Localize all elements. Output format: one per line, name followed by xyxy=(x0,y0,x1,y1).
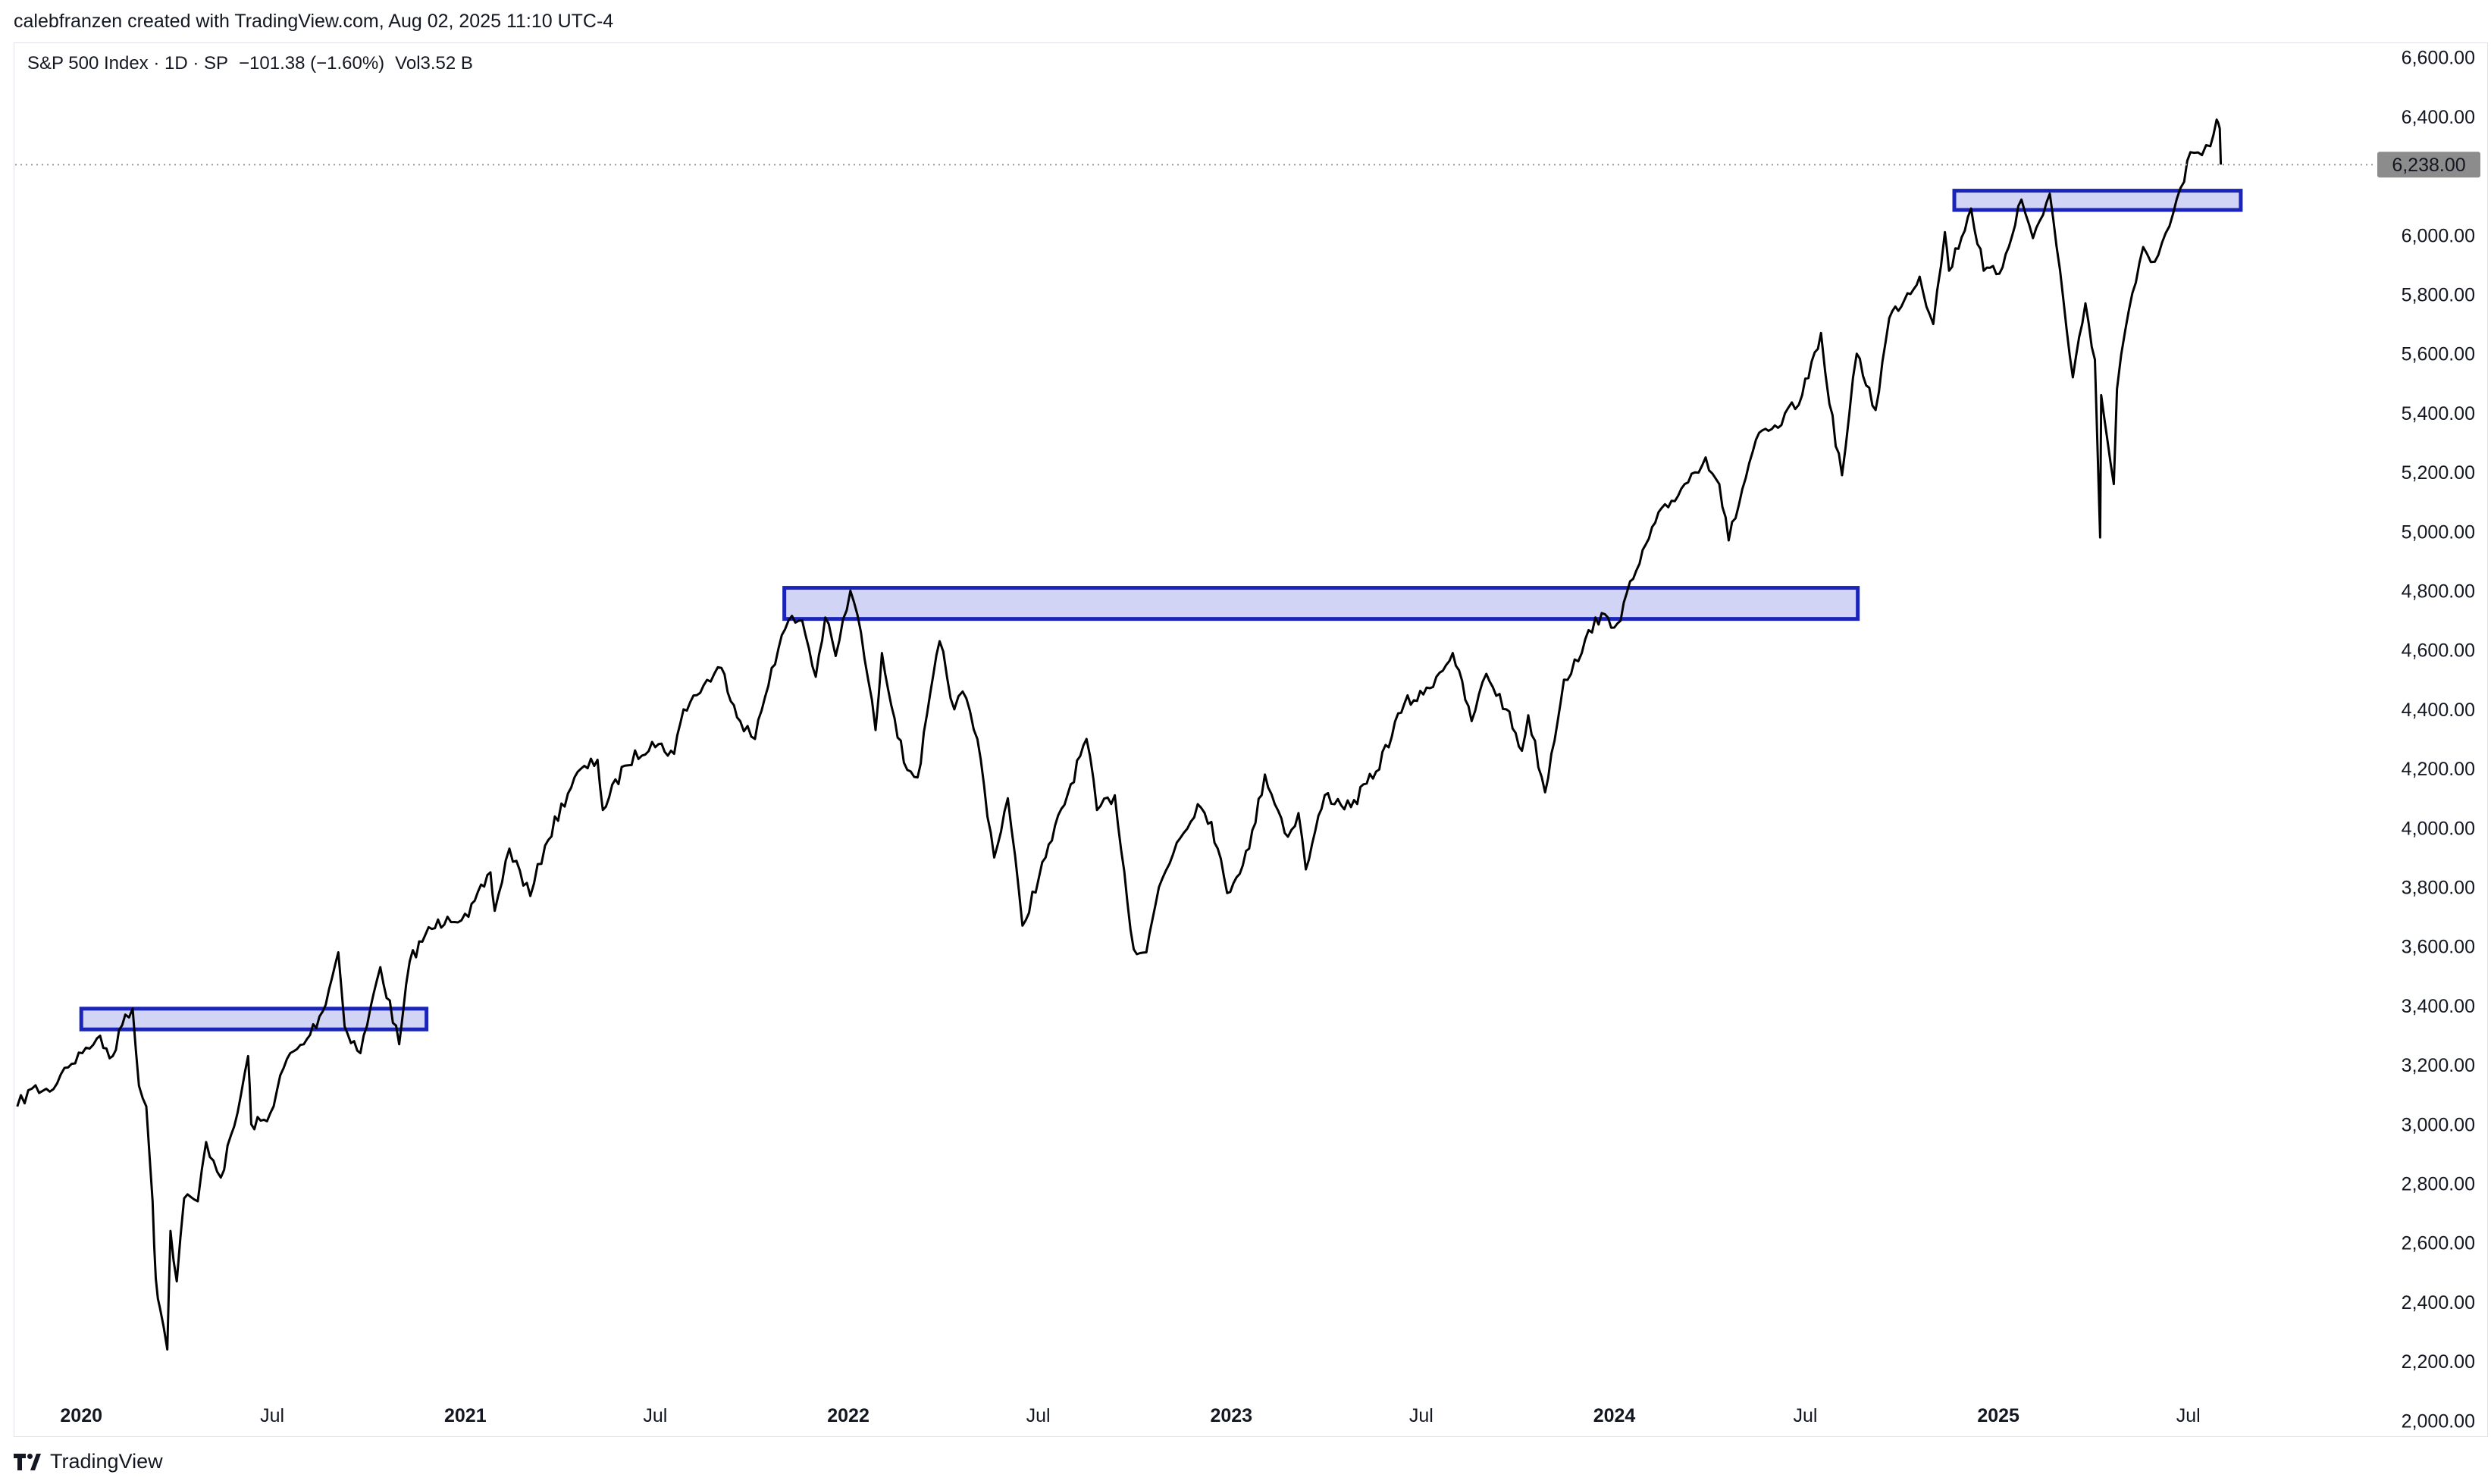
volume-value: Vol3.52 B xyxy=(395,53,473,74)
x-axis: 2020 Jul 2021 Jul 2022 Jul 2023 Jul 2024 Jul 2025 J… xyxy=(60,1405,2200,1426)
y-tick-label: 2,000.00 xyxy=(2402,1410,2475,1432)
y-tick-label: 6,400.00 xyxy=(2402,107,2475,128)
y-tick-label: 2,600.00 xyxy=(2402,1233,2475,1254)
price-line xyxy=(16,118,2223,1351)
brand-name: TradingView xyxy=(50,1450,163,1473)
tradingview-logo-icon xyxy=(14,1453,44,1470)
symbol-info: S&P 500 Index · 1D · SP xyxy=(27,53,229,74)
x-tick-label: 2023 xyxy=(1210,1405,1252,1426)
x-tick-label: Jul xyxy=(1409,1405,1434,1426)
y-axis: 2,000.00 2,200.00 2,400.00 2,600.00 2,800.00… xyxy=(2402,48,2475,1432)
resistance-zone-3 xyxy=(1952,189,2243,212)
y-tick-label: 2,400.00 xyxy=(2402,1292,2475,1313)
y-tick-label: 3,200.00 xyxy=(2402,1055,2475,1076)
y-tick-label: 2,200.00 xyxy=(2402,1351,2475,1373)
x-tick-label: Jul xyxy=(2176,1405,2201,1426)
y-tick-label: 5,400.00 xyxy=(2402,403,2475,424)
y-tick-label: 3,400.00 xyxy=(2402,996,2475,1017)
x-tick-label: 2021 xyxy=(444,1405,487,1426)
x-tick-label: 2024 xyxy=(1593,1405,1636,1426)
last-price-tag xyxy=(2377,152,2480,178)
y-tick-label: 3,800.00 xyxy=(2402,878,2475,899)
x-tick-label: 2020 xyxy=(60,1405,102,1426)
x-tick-label: Jul xyxy=(1793,1405,1817,1426)
x-tick-label: Jul xyxy=(260,1405,284,1426)
y-tick-label: 5,600.00 xyxy=(2402,344,2475,365)
y-tick-label: 5,200.00 xyxy=(2402,462,2475,484)
chart-frame xyxy=(14,42,2488,1437)
chart-credit: calebfranzen created with TradingView.co… xyxy=(14,11,614,32)
last-price-label: 6,238.00 xyxy=(2392,155,2465,176)
y-tick-label: 4,200.00 xyxy=(2402,759,2475,780)
last-price-layer: 6,238.00 xyxy=(15,152,2480,178)
x-tick-label: 2025 xyxy=(1977,1405,2019,1426)
y-tick-label: 3,600.00 xyxy=(2402,937,2475,958)
y-tick-label: 4,000.00 xyxy=(2402,818,2475,839)
x-tick-label: Jul xyxy=(643,1405,667,1426)
price-change: −101.38 (−1.60%) xyxy=(239,53,385,74)
symbol-legend[interactable]: S&P 500 Index · 1D · SP −101.38 (−1.60%) V… xyxy=(27,53,484,74)
x-tick-label: Jul xyxy=(1026,1405,1051,1426)
y-tick-label: 3,000.00 xyxy=(2402,1114,2475,1135)
tradingview-brand[interactable]: TradingView xyxy=(14,1450,163,1473)
x-tick-label: 2022 xyxy=(827,1405,870,1426)
y-tick-label: 6,000.00 xyxy=(2402,225,2475,246)
y-tick-label: 6,600.00 xyxy=(2402,48,2475,69)
y-tick-label: 4,600.00 xyxy=(2402,640,2475,662)
zones-layer xyxy=(79,189,2243,1032)
price-line-layer xyxy=(16,118,2223,1351)
y-tick-label: 4,800.00 xyxy=(2402,581,2475,602)
resistance-zone-2 xyxy=(782,586,1860,621)
y-tick-label: 4,400.00 xyxy=(2402,700,2475,721)
y-tick-label: 5,800.00 xyxy=(2402,284,2475,305)
y-tick-label: 5,000.00 xyxy=(2402,521,2475,543)
y-tick-label: 2,800.00 xyxy=(2402,1174,2475,1195)
